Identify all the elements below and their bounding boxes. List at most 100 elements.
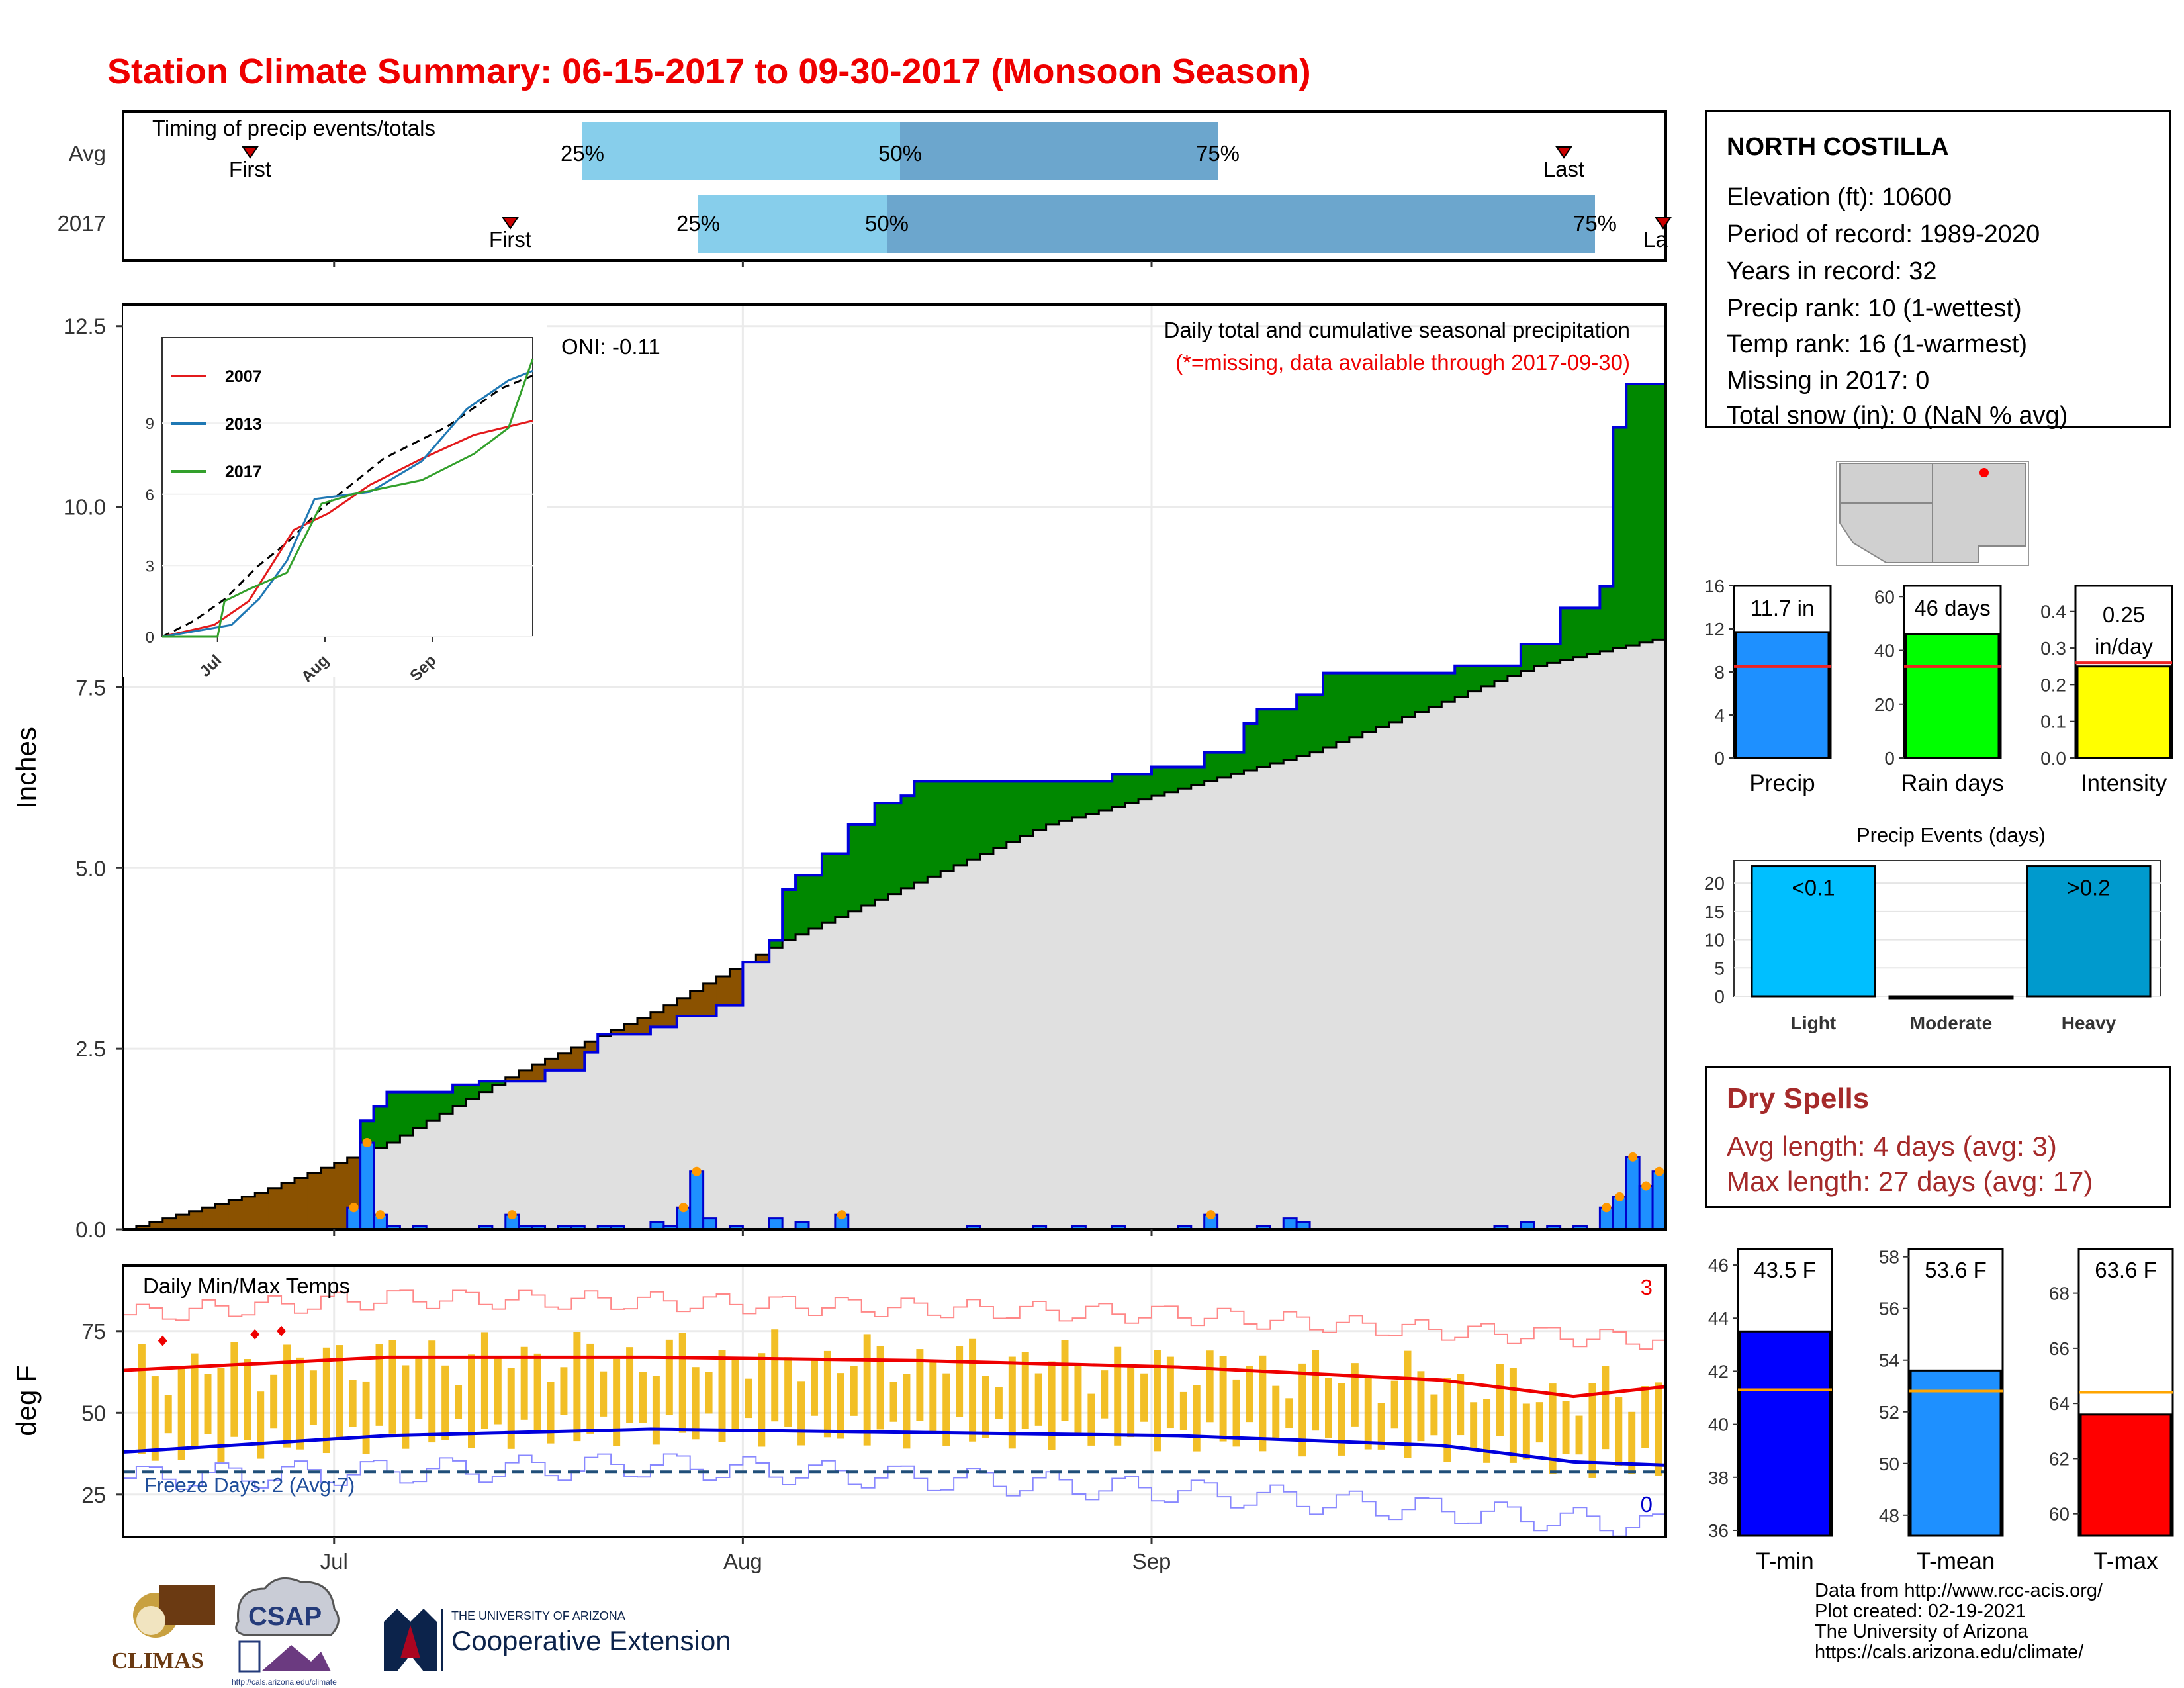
cumulative-diff-segment [281, 1183, 295, 1229]
timing-avg-75: 75% [1196, 141, 1240, 165]
cumulative-diff-segment [1600, 586, 1614, 651]
daily-temp-bar [309, 1370, 317, 1425]
x-tick-label: Jul [320, 1549, 348, 1573]
cumulative-diff-segment [1019, 781, 1034, 837]
events-bar [2026, 865, 2152, 998]
main-plot [123, 380, 1667, 1231]
temp-y-axis: 25 50 75 [81, 1319, 123, 1507]
summary-y-tick-label: 0 [1884, 748, 1895, 769]
daily-temp-bar [1232, 1379, 1240, 1447]
daily-temp-bar [1351, 1363, 1359, 1427]
cumulative-diff-segment [1177, 767, 1192, 789]
daily-temp-bar [1575, 1415, 1583, 1455]
cumulative-diff-segment [1270, 709, 1284, 764]
cumulative-diff-segment [848, 824, 862, 912]
summary-y-tick-label: 12 [1704, 619, 1725, 639]
summary-y-tick-label: 0.1 [2040, 712, 2066, 732]
temp-summary-y-tick-label: 40 [1708, 1415, 1729, 1435]
temp-summary-label: T-max [2093, 1548, 2158, 1574]
daily-temp-bar [560, 1367, 568, 1415]
daily-precip-bar [689, 1170, 705, 1231]
cumulative-diff-segment [413, 1092, 427, 1129]
cumulative-diff-segment [1560, 608, 1574, 660]
inset-series-line [162, 358, 534, 638]
cumulative-diff-segment [716, 976, 730, 1006]
temp-summary-y-tick-label: 68 [2049, 1284, 2070, 1304]
cumulative-diff-segment [861, 824, 876, 906]
daily-temp-bar [455, 1385, 463, 1419]
cumulative-diff-segment [1573, 608, 1587, 657]
daily-temp-bar [1364, 1378, 1372, 1450]
station-info: NORTH COSTILLA Elevation (ft): 10600 Per… [1705, 110, 2171, 430]
daily-temp-bar [468, 1354, 475, 1449]
precip-panel: 0.0 2.5 5.0 7.5 10.0 12.5 Inches ONI: -0.11 D… [11, 303, 1667, 1242]
cumulative-diff-segment [1125, 774, 1139, 804]
daily-temp-bar [823, 1350, 831, 1438]
cumulative-diff-segment [531, 1064, 546, 1082]
temp-summary-y-tick-label: 54 [1879, 1350, 1899, 1371]
daily-temp-bar [731, 1360, 739, 1430]
y-tick-label: 12.5 [64, 314, 106, 339]
x-tick-label: Sep [1132, 1549, 1171, 1573]
csap-url: http://cals.arizona.edu/climate [232, 1677, 337, 1687]
daily-precip-marker [362, 1138, 372, 1148]
daily-temp-bar [1641, 1386, 1649, 1448]
cumulative-diff-segment [215, 1203, 229, 1229]
daily-temp-bar [745, 1378, 752, 1419]
summary-y-tick-label: 40 [1874, 641, 1895, 661]
temp-summary-y-tick-label: 60 [2049, 1504, 2070, 1524]
summary-value-bar [1735, 631, 1830, 759]
daily-temp-bar [956, 1346, 964, 1417]
daily-precip-bar [1282, 1217, 1298, 1231]
timing-avg-q1 [582, 122, 900, 180]
dry-spells-title: Dry Spells [1727, 1082, 1870, 1115]
daily-precip-marker [692, 1166, 702, 1176]
cumulative-diff-segment [1006, 781, 1021, 843]
daily-temp-bar [1602, 1366, 1610, 1450]
timing-avg-50: 50% [878, 141, 922, 165]
missing-note: (*=missing, data available through 2017-… [1175, 350, 1630, 375]
timing-2017-25: 25% [676, 211, 720, 236]
station-missing: Missing in 2017: 0 [1727, 367, 1930, 395]
events-bar-label: <0.1 [1792, 876, 1835, 900]
events-y-tick-label: 15 [1704, 902, 1725, 922]
cumulative-diff-segment [242, 1196, 255, 1229]
credit-created: Plot created: 02-19-2021 [1815, 1601, 2026, 1622]
inset-y-tick-label: 0 [146, 629, 154, 647]
station-years: Years in record: 32 [1727, 258, 1937, 285]
daily-temp-bar [678, 1333, 686, 1433]
cumulative-diff-segment [756, 955, 770, 962]
timing-row-avg: Avg [69, 141, 106, 165]
cumulative-diff-segment [295, 1178, 308, 1229]
daily-temp-bar [402, 1365, 410, 1449]
daily-temp-bar [1246, 1366, 1253, 1423]
daily-precip-marker [507, 1210, 517, 1220]
temp-summary-label: T-mean [1917, 1548, 1995, 1574]
events-y-tick-label: 0 [1714, 986, 1725, 1007]
inset-normal-line [161, 375, 533, 638]
cumulative-diff-segment [1244, 724, 1257, 771]
daily-temp-bar [573, 1332, 581, 1442]
location-map [1836, 461, 2029, 566]
cumulative-diff-segment [1507, 665, 1522, 677]
cumulative-diff-segment [1072, 781, 1086, 818]
daily-temp-bar [863, 1334, 871, 1446]
daily-temp-bar [336, 1345, 343, 1438]
cumulative-diff-segment [400, 1092, 414, 1136]
record-high-marker [277, 1325, 287, 1336]
dry-spells-max: Max length: 27 days (avg: 17) [1727, 1166, 2093, 1197]
record-max-line [123, 1289, 1666, 1350]
record-high-marker [158, 1335, 167, 1346]
cumulative-diff-segment [1297, 694, 1310, 757]
daily-temp-bar [784, 1357, 792, 1427]
cumulative-diff-segment [1613, 427, 1627, 649]
cumulative-diff-segment [584, 1041, 598, 1053]
daily-temp-bar [652, 1376, 660, 1445]
cumulative-diff-segment [821, 853, 836, 923]
daily-temp-bar [441, 1365, 449, 1440]
cumulative-diff-segment [1112, 774, 1126, 807]
temp-summary-value-bar [2079, 1413, 2172, 1537]
daily-temp-bar [1535, 1402, 1543, 1443]
cumulative-diff-segment [1494, 665, 1508, 682]
